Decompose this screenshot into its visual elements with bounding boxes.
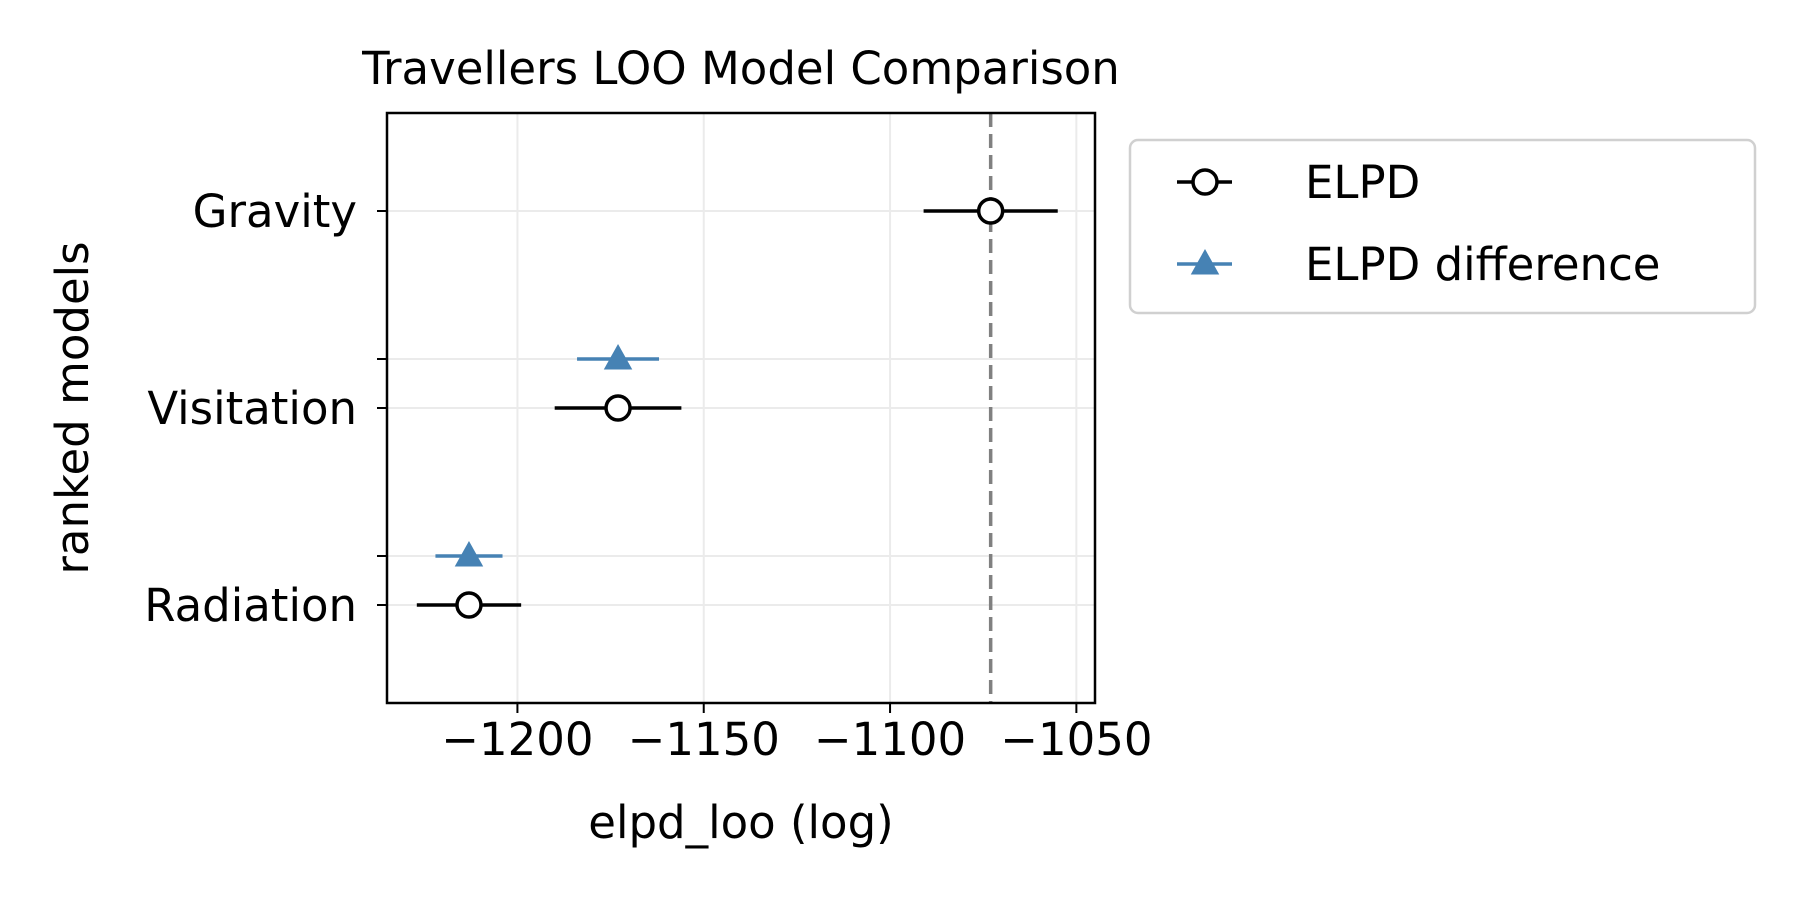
elpd-difference-point — [603, 344, 633, 370]
y-axis-label: ranked models — [46, 241, 99, 574]
legend-items: ELPD ELPD difference — [1177, 156, 1661, 291]
y-tick-label: Visitation — [147, 382, 357, 435]
y-tick-label: Gravity — [193, 185, 357, 238]
x-tick-label: −1100 — [814, 713, 966, 766]
elpd-difference-point — [454, 541, 484, 567]
x-axis-label: elpd_loo (log) — [588, 796, 893, 849]
y-tick-label: Radiation — [144, 579, 357, 632]
legend-box — [1128, 138, 1757, 315]
legend-label: ELPD difference — [1305, 238, 1661, 291]
legend-triangle-marker — [1190, 249, 1220, 275]
x-tick-label: −1150 — [628, 713, 780, 766]
legend-label: ELPD — [1305, 156, 1420, 209]
elpd-point — [604, 394, 632, 422]
series-layer — [416, 197, 1058, 619]
x-tick-label: −1200 — [441, 713, 593, 766]
axis-layer: −1200 −1150 −1100 −1050 Gravity Visitation Rad… — [144, 185, 1152, 766]
chart-title: Travellers LOO Model Comparison — [361, 42, 1120, 95]
legend-circle-marker — [1191, 168, 1219, 196]
legend: ELPD ELPD difference — [1128, 138, 1757, 315]
x-tick-label: −1050 — [1000, 713, 1152, 766]
elpd-point — [976, 197, 1005, 225]
elpd-point — [455, 591, 483, 619]
